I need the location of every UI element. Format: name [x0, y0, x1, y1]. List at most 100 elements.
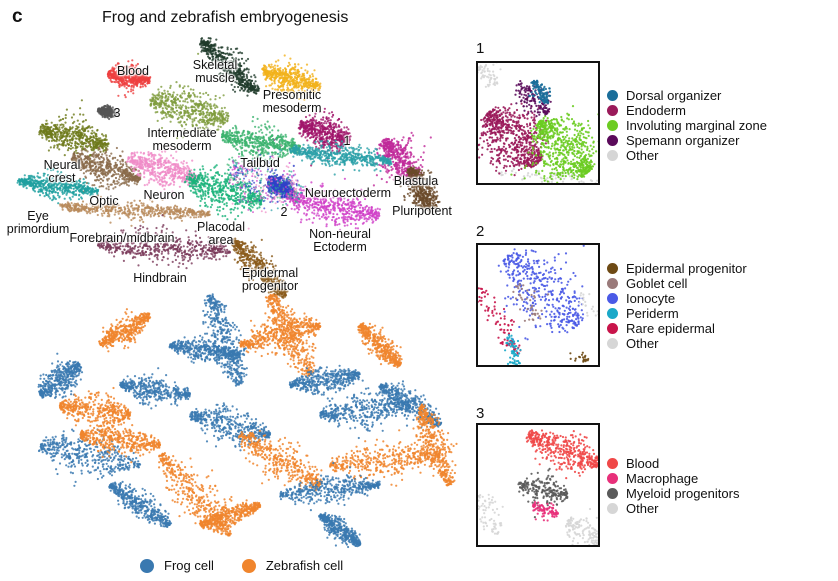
- legend-item: Epidermal progenitor: [607, 261, 747, 276]
- species-legend-item-frog: Frog cell: [140, 558, 214, 573]
- epidermal-progenitor-cells: [569, 351, 590, 363]
- legend-dot-icon: [607, 458, 618, 469]
- zebrafish-dot-icon: [241, 558, 256, 573]
- endoderm-cells: [478, 94, 551, 177]
- species-cloud-6: [37, 428, 142, 487]
- cluster-label: Neuroectoderm: [305, 187, 391, 200]
- other-cells: [478, 63, 502, 88]
- cluster-core-12: [22, 177, 94, 199]
- legend-item: Blood: [607, 456, 739, 471]
- species-cloud-5: [119, 367, 191, 410]
- cluster-label: Neural crest: [44, 159, 81, 185]
- other-cells: [478, 493, 504, 535]
- species-cloud-2: [98, 308, 152, 353]
- cluster-core-18: [101, 234, 225, 257]
- legend-dot-icon: [607, 278, 618, 289]
- species-cloud-3: [37, 352, 84, 399]
- umap-species: [37, 293, 458, 549]
- species-cloud-19: [412, 403, 458, 487]
- species-cloud-21: [198, 495, 262, 533]
- legend-dot-icon: [607, 488, 618, 499]
- legend-label: Ionocyte: [626, 291, 675, 306]
- legend-item: Involuting marginal zone: [607, 118, 767, 133]
- species-legend-label: Zebrafish cell: [266, 558, 343, 573]
- legend-dot-icon: [607, 263, 618, 274]
- legend-label: Epidermal progenitor: [626, 261, 747, 276]
- legend-label: Other: [626, 336, 659, 351]
- legend-dot-icon: [607, 323, 618, 334]
- legend-label: Involuting marginal zone: [626, 118, 767, 133]
- cluster-core-8: [380, 140, 417, 179]
- umap-cell-types: [16, 37, 441, 300]
- imz-cells: [510, 105, 598, 183]
- cluster-label: Forebrain/midbrain: [70, 232, 175, 245]
- legend-label: Other: [626, 148, 659, 163]
- cluster-label: Pluripotent: [392, 205, 452, 218]
- cluster-core-4: [152, 90, 225, 133]
- mixed-cells: [228, 138, 302, 214]
- cluster-label: Blood: [117, 65, 149, 78]
- legend-label: Myeloid progenitors: [626, 486, 739, 501]
- cluster-core-6: [43, 117, 105, 150]
- cluster-label: Tailbud: [240, 157, 280, 170]
- legend-item: Dorsal organizer: [607, 88, 767, 103]
- species-legend: Frog cell Zebrafish cell: [140, 558, 343, 573]
- legend-label: Rare epidermal: [626, 321, 715, 336]
- cluster-core-17: [288, 189, 378, 221]
- species-legend-item-zebrafish: Zebrafish cell: [241, 558, 343, 573]
- cluster-label: 1: [344, 135, 351, 148]
- cluster-label: Hindbrain: [133, 272, 187, 285]
- mixed-cells: [228, 144, 299, 230]
- other-cells: [578, 292, 598, 317]
- dorsal-organizer-cells: [528, 79, 552, 105]
- legend-label: Other: [626, 501, 659, 516]
- legend-dot-icon: [607, 150, 618, 161]
- cluster-core-2: [265, 63, 317, 96]
- legend-dot-icon: [607, 473, 618, 484]
- legend-item: Goblet cell: [607, 276, 747, 291]
- blood-cells: [525, 429, 598, 480]
- cluster-label: Blastula: [394, 175, 438, 188]
- cluster-core-9: [75, 153, 137, 188]
- inset-legend-1: Dorsal organizer Endoderm Involuting margi…: [607, 88, 767, 163]
- cluster-core-0: [110, 63, 147, 88]
- legend-dot-icon: [607, 105, 618, 116]
- legend-label: Dorsal organizer: [626, 88, 721, 103]
- inset-number-1: 1: [476, 40, 484, 57]
- ionocyte-cells: [497, 245, 585, 341]
- cluster-core-15: [410, 170, 434, 211]
- species-cloud-7: [79, 417, 162, 464]
- cluster-label: Intermediate mesoderm: [147, 127, 216, 153]
- cluster-core-11: [296, 148, 389, 167]
- inset-number-3: 3: [476, 405, 484, 422]
- legend-dot-icon: [607, 308, 618, 319]
- cluster-core-3: [100, 107, 116, 119]
- inset-legend-3: Blood Macrophage Myeloid progenitors Other: [607, 456, 739, 516]
- legend-label: Blood: [626, 456, 659, 471]
- figure-title: Frog and zebrafish embryogenesis: [102, 9, 348, 27]
- species-cloud-22: [318, 511, 362, 549]
- inset-box-1: [476, 61, 600, 185]
- species-cloud-11: [288, 364, 361, 400]
- cluster-label: 3: [114, 107, 121, 120]
- cluster-label: Eye primordium: [7, 210, 70, 236]
- panel-letter: c: [12, 6, 23, 28]
- legend-item: Spemann organizer: [607, 133, 767, 148]
- legend-label: Goblet cell: [626, 276, 687, 291]
- cluster-label: Epidermal progenitor: [242, 267, 298, 293]
- species-cloud-16: [279, 461, 381, 512]
- legend-dot-icon: [607, 293, 618, 304]
- cluster-core-19: [233, 242, 283, 296]
- legend-dot-icon: [607, 135, 618, 146]
- legend-label: Spemann organizer: [626, 133, 739, 148]
- cluster-label: Placodal area: [197, 221, 245, 247]
- inset-number-2: 2: [476, 223, 484, 240]
- legend-dot-icon: [607, 338, 618, 349]
- species-cloud-0: [199, 293, 255, 387]
- periderm-cells: [504, 333, 522, 365]
- legend-item: Periderm: [607, 306, 747, 321]
- cluster-label: Non-neural Ectoderm: [309, 228, 371, 254]
- species-cloud-8: [188, 402, 272, 452]
- legend-item: Other: [607, 501, 739, 516]
- legend-item: Ionocyte: [607, 291, 747, 306]
